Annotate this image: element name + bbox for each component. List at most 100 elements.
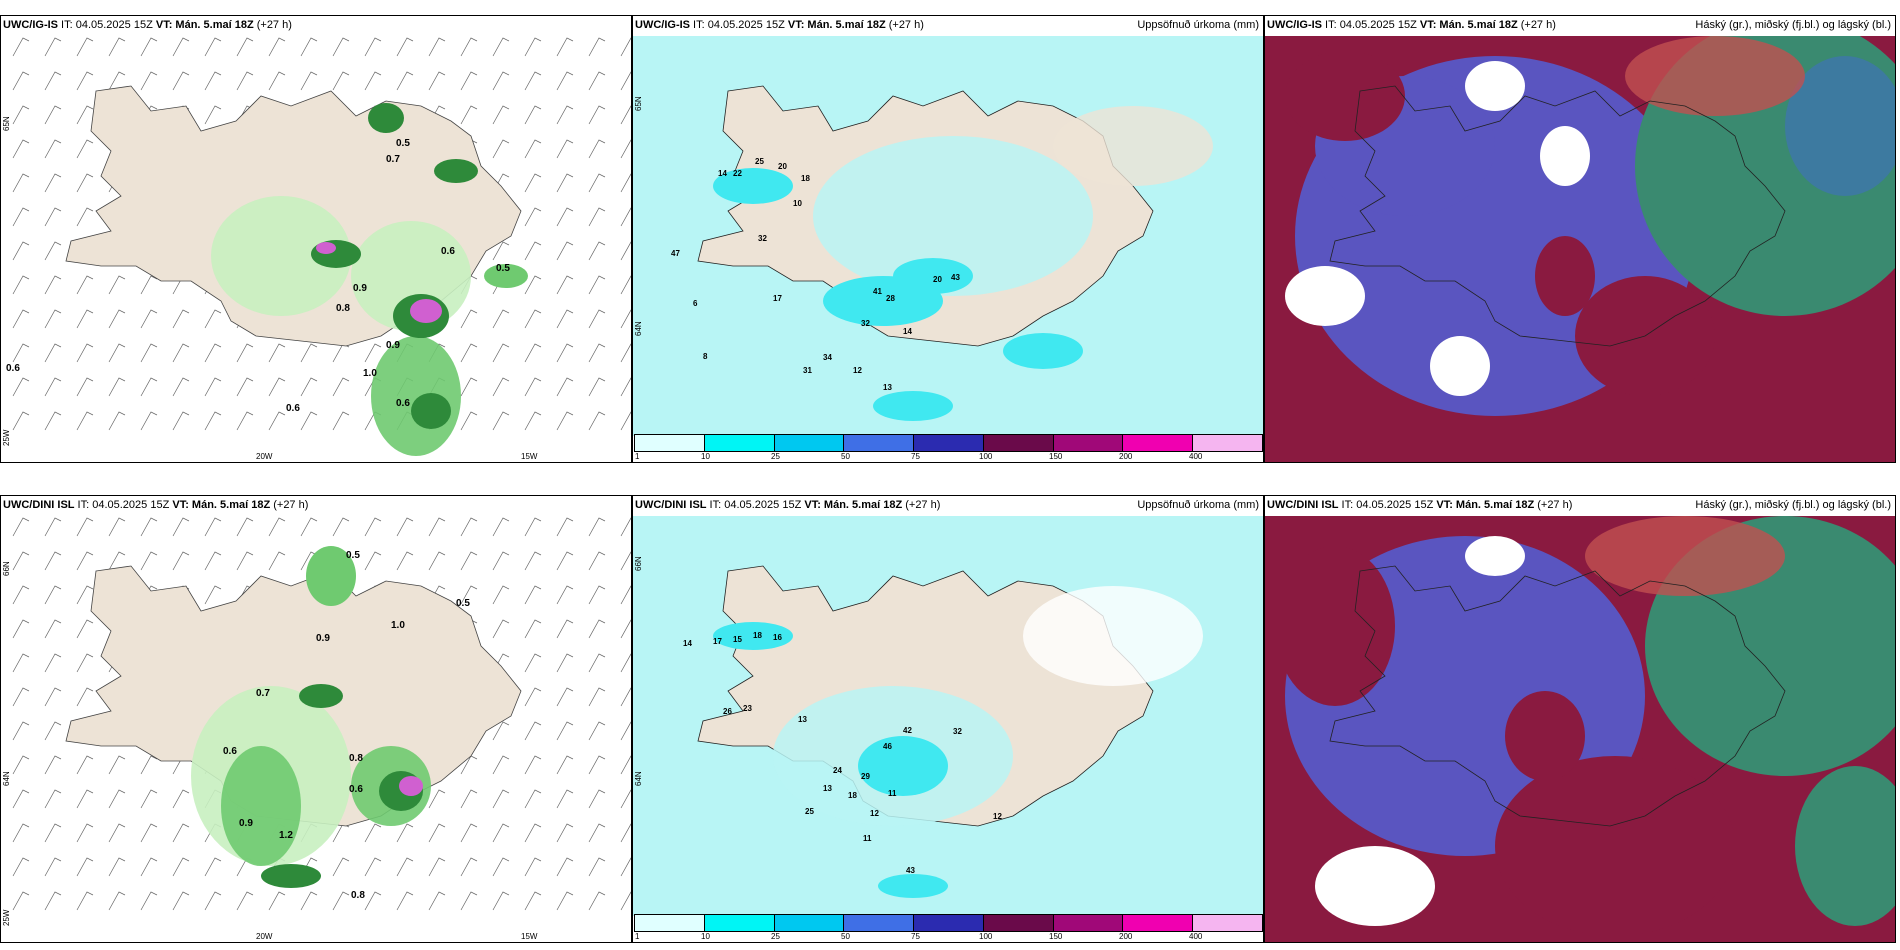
wind-barb [108, 343, 126, 363]
wind-barb [460, 585, 478, 605]
wind-barb [556, 37, 574, 57]
init-time: IT: 04.05.2025 15Z [1322, 19, 1420, 31]
legend-tick: 10 [701, 932, 710, 941]
wind-barb [524, 275, 542, 295]
wind-barb [204, 517, 222, 537]
legend-swatch [1123, 915, 1194, 931]
wind-barb [428, 551, 446, 571]
cloud-area [1495, 756, 1735, 936]
wind-barb [44, 71, 62, 91]
model-name: UWC/IG-IS [1267, 19, 1322, 31]
cloud-area [1785, 56, 1895, 196]
wind-barb [12, 377, 30, 397]
wind-map: 0.5 1.0 0.9 0.7 0.6 0.8 0.6 1.2 0.8 0.9 … [12, 517, 631, 911]
wind-barb [76, 105, 94, 125]
wind-barb [44, 823, 62, 843]
lead-time: (+27 h) [1534, 499, 1573, 511]
legend-swatch [1053, 435, 1124, 451]
wind-barb [396, 823, 414, 843]
wind-barb [140, 891, 158, 911]
legend-tick: 10 [701, 452, 710, 461]
precip-value: 20 [933, 275, 942, 284]
wind-barb [524, 309, 542, 329]
legend-tick: 50 [841, 452, 850, 461]
wind-barb [588, 71, 606, 91]
map-panel-precip-bottom: UWC/DINI ISL IT: 04.05.2025 15Z VT: Mán.… [632, 495, 1264, 943]
iceland-coastline [1329, 565, 1786, 827]
wind-barb [76, 653, 94, 673]
value-labels: 0.5 0.7 0.9 0.6 0.9 1.0 0.6 0.8 0.6 0.5 … [6, 138, 510, 414]
wind-barb [76, 755, 94, 775]
wind-barb [204, 309, 222, 329]
legend-swatch [1193, 435, 1263, 451]
precip-value: 14 [718, 169, 727, 178]
wind-barb [12, 173, 30, 193]
wind-barb [620, 653, 631, 673]
wind-barb [492, 551, 510, 571]
wind-barb [172, 517, 190, 537]
legend-tick: 25 [771, 932, 780, 941]
valid-time: VT: Mán. 5.maí 18Z [1419, 19, 1518, 31]
wind-barb [12, 721, 30, 741]
wind-barb [44, 585, 62, 605]
lead-time: (+27 h) [902, 499, 941, 511]
legend-tick: 50 [841, 932, 850, 941]
wind-barb [332, 71, 350, 91]
cloud-area [1285, 266, 1365, 326]
wind-barb [556, 275, 574, 295]
wind-barb [12, 241, 30, 261]
wind-barb [76, 343, 94, 363]
wind-barb [76, 585, 94, 605]
legend-tick: 400 [1189, 932, 1203, 941]
wind-barb [556, 721, 574, 741]
cloud-area [1465, 61, 1525, 111]
precip-value: 12 [993, 812, 1002, 821]
wind-barb [140, 823, 158, 843]
precip-value: 25 [755, 157, 764, 166]
wind-barb [44, 241, 62, 261]
lat-label: 64N [634, 321, 643, 336]
wind-barb [620, 789, 631, 809]
precip-value: 24 [833, 766, 842, 775]
wind-barb [588, 517, 606, 537]
wind-barb [588, 343, 606, 363]
legend-swatch [635, 435, 705, 451]
legend-tick: 25 [771, 452, 780, 461]
precip-value: 32 [758, 234, 767, 243]
precip-value: 0.6 [349, 784, 363, 795]
wind-barb [268, 343, 286, 363]
wind-barb [460, 411, 478, 431]
legend-tick: 75 [911, 452, 920, 461]
wind-barb [236, 891, 254, 911]
wind-barb [556, 517, 574, 537]
precip-value: 17 [773, 294, 782, 303]
wind-barb [364, 71, 382, 91]
wind-map: 0.5 0.7 0.9 0.6 0.9 1.0 0.6 0.8 0.6 0.5 … [6, 37, 631, 456]
wind-barb [620, 343, 631, 363]
precip-value: 16 [773, 633, 782, 642]
wind-barb [76, 857, 94, 877]
wind-barb [236, 71, 254, 91]
wind-barb [428, 71, 446, 91]
precip-area [434, 159, 478, 183]
lat-label: 66N [2, 561, 11, 576]
wind-barb [556, 139, 574, 159]
precip-area [858, 736, 948, 796]
wind-barb [588, 619, 606, 639]
wind-barb [364, 891, 382, 911]
wind-barb [588, 891, 606, 911]
legend-tick: 150 [1049, 932, 1063, 941]
wind-barb [620, 173, 631, 193]
wind-barb [524, 173, 542, 193]
cloud-area [1535, 236, 1595, 316]
wind-barb [588, 551, 606, 571]
lon-label: 15W [521, 932, 538, 941]
wind-barb [108, 517, 126, 537]
map-panel-wind-bottom: UWC/DINI ISL IT: 04.05.2025 15Z VT: Mán.… [0, 495, 632, 943]
wind-barb [268, 517, 286, 537]
wind-barb [588, 275, 606, 295]
wind-barb [108, 37, 126, 57]
wind-barb [396, 37, 414, 57]
wind-barb [268, 891, 286, 911]
wind-barb [12, 551, 30, 571]
